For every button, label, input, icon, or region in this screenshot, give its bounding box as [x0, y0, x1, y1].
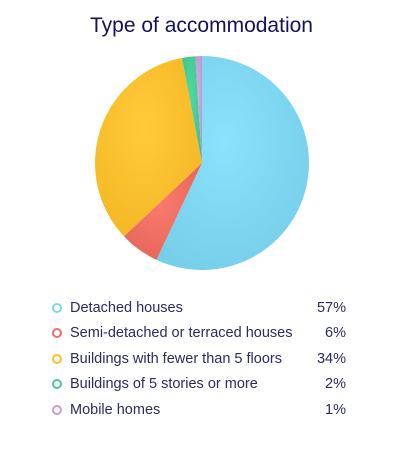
legend-value: 2% — [325, 376, 346, 393]
pie-slice[interactable] — [181, 56, 202, 163]
legend-item[interactable]: Semi-detached or terraced houses 6% — [52, 321, 346, 347]
legend-label: Semi-detached or terraced houses — [70, 325, 293, 342]
legend-item[interactable]: Mobile homes 1% — [52, 397, 346, 423]
legend-value: 1% — [325, 401, 346, 418]
legend-label: Mobile homes — [70, 401, 161, 418]
legend-marker-icon — [52, 302, 62, 313]
legend-value: 34% — [316, 350, 346, 367]
legend-label: Buildings of 5 stories or more — [70, 376, 258, 393]
legend-label: Buildings with fewer than 5 floors — [70, 350, 282, 367]
legend-value: 6% — [325, 325, 346, 342]
chart-title: Type of accommodation — [90, 14, 313, 37]
legend-marker-icon — [52, 379, 62, 390]
legend-marker-icon — [52, 404, 62, 415]
legend-marker-icon — [52, 328, 62, 339]
legend-marker-icon — [52, 353, 62, 364]
legend-item[interactable]: Detached houses 57% — [52, 295, 346, 321]
pie-slice[interactable] — [124, 163, 202, 260]
pie-slice[interactable] — [95, 57, 202, 237]
pie-slice[interactable] — [156, 56, 309, 270]
legend-label: Detached houses — [70, 299, 183, 316]
pie-chart — [95, 56, 309, 270]
legend: Detached houses 57% Semi-detached or ter… — [52, 295, 346, 423]
pie-slice[interactable] — [195, 56, 202, 163]
legend-value: 57% — [316, 299, 346, 316]
legend-item[interactable]: Buildings of 5 stories or more 2% — [52, 372, 346, 398]
legend-item[interactable]: Buildings with fewer than 5 floors 34% — [52, 346, 346, 372]
